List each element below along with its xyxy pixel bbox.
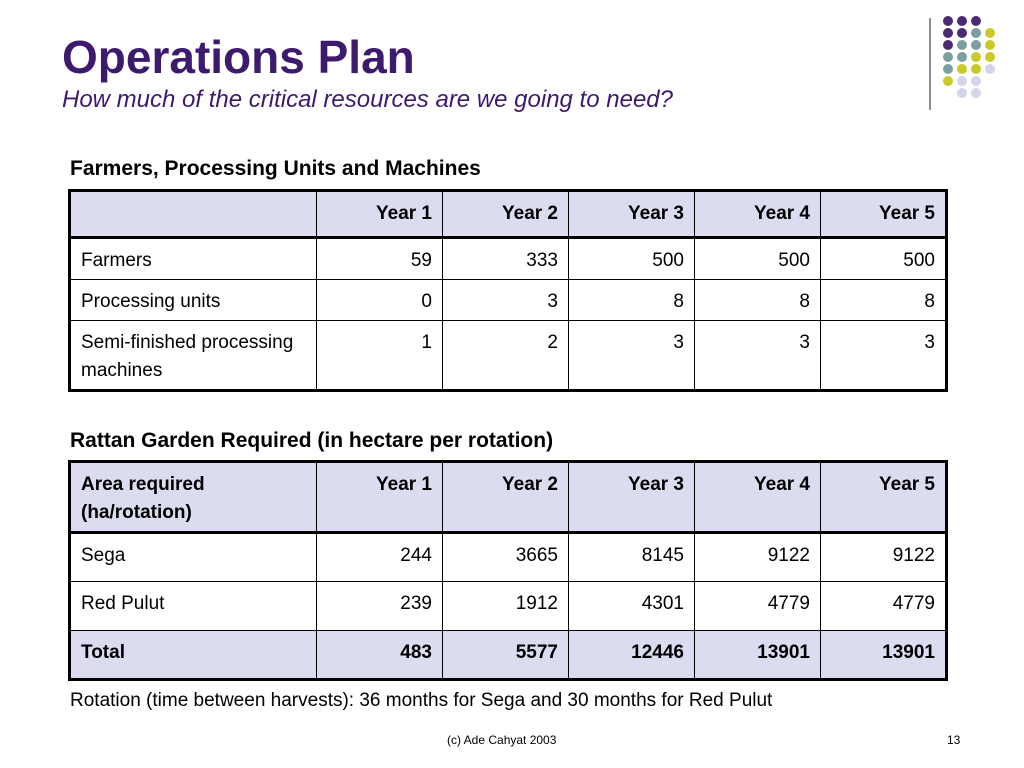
decor-dot	[971, 88, 981, 98]
table-cell: 3	[568, 320, 695, 391]
page-number: 13	[947, 733, 961, 747]
decor-dot	[957, 28, 967, 38]
table-cell: 13901	[694, 630, 821, 680]
table-cell: 239	[316, 581, 443, 631]
decor-dot	[985, 52, 995, 62]
table-row: Sega 244 3665 8145 9122 9122	[69, 532, 947, 582]
table-cell: 1912	[442, 581, 569, 631]
decor-dot	[943, 52, 953, 62]
slide-subtitle: How much of the critical resources are w…	[62, 86, 673, 113]
table-cell: 12446	[568, 630, 695, 680]
column-header: Year 5	[820, 190, 947, 239]
decor-dot	[943, 64, 953, 74]
table-cell: 2	[442, 320, 569, 391]
slide-title: Operations Plan	[62, 31, 415, 83]
column-header: Year 3	[568, 190, 695, 239]
decor-dot	[971, 28, 981, 38]
table-header-row: Area required (ha/rotation) Year 1 Year …	[69, 461, 947, 534]
table-row: Semi-finished processing machines 1 2 3 …	[69, 320, 947, 391]
table-cell: 8	[694, 279, 821, 321]
decor-dot	[957, 64, 967, 74]
table-cell: 9122	[820, 532, 947, 582]
table-cell: 244	[316, 532, 443, 582]
table-header-row: Year 1 Year 2 Year 3 Year 4 Year 5	[69, 190, 947, 239]
table-cell: 333	[442, 237, 569, 280]
decor-dot	[971, 52, 981, 62]
table-cell: 4779	[820, 581, 947, 631]
table-cell: 500	[820, 237, 947, 280]
table-cell: 9122	[694, 532, 821, 582]
decor-dot	[943, 16, 953, 26]
decor-dot	[985, 28, 995, 38]
column-header: Year 5	[820, 461, 947, 534]
decor-dot	[957, 88, 967, 98]
decor-dot	[971, 16, 981, 26]
table1-caption: Farmers, Processing Units and Machines	[70, 157, 481, 180]
column-header: Year 2	[442, 461, 569, 534]
decor-dot	[957, 76, 967, 86]
table-cell: 59	[316, 237, 443, 280]
row-label: Processing units	[69, 279, 317, 321]
column-header: Year 4	[694, 190, 821, 239]
table-cell: 13901	[820, 630, 947, 680]
table-cell: 4779	[694, 581, 821, 631]
title-divider-line	[929, 18, 931, 110]
table-row: Farmers 59 333 500 500 500	[69, 237, 947, 280]
table-cell: 500	[568, 237, 695, 280]
column-header: Year 2	[442, 190, 569, 239]
table-cell: 483	[316, 630, 443, 680]
table-cell: 4301	[568, 581, 695, 631]
decor-dot	[957, 16, 967, 26]
decor-dot	[957, 40, 967, 50]
decor-dot	[985, 40, 995, 50]
decor-dot	[971, 64, 981, 74]
table-cell: 1	[316, 320, 443, 391]
table-cell: 3665	[442, 532, 569, 582]
rotation-note: Rotation (time between harvests): 36 mon…	[70, 690, 773, 711]
row-label: Sega	[69, 532, 317, 582]
row-label: Total	[69, 630, 317, 680]
decor-dot	[985, 64, 995, 74]
footer-copyright: (c) Ade Cahyat 2003	[447, 733, 557, 747]
column-header: Year 1	[316, 461, 443, 534]
row-label: Semi-finished processing machines	[69, 320, 317, 391]
total-row: Total 483 5577 12446 13901 13901	[69, 630, 947, 680]
table-cell: 3	[820, 320, 947, 391]
decor-dot	[957, 52, 967, 62]
rattan-garden-table: Area required (ha/rotation) Year 1 Year …	[68, 460, 948, 681]
decor-dot	[943, 40, 953, 50]
row-label: Red Pulut	[69, 581, 317, 631]
column-header	[69, 190, 317, 239]
column-header: Year 1	[316, 190, 443, 239]
table-cell: 8	[568, 279, 695, 321]
table-row: Processing units 0 3 8 8 8	[69, 279, 947, 321]
table-cell: 8145	[568, 532, 695, 582]
table-cell: 3	[694, 320, 821, 391]
row-label: Farmers	[69, 237, 317, 280]
table-cell: 0	[316, 279, 443, 321]
table-cell: 5577	[442, 630, 569, 680]
table-row: Red Pulut 239 1912 4301 4779 4779	[69, 581, 947, 631]
column-header: Year 4	[694, 461, 821, 534]
decor-dot	[943, 76, 953, 86]
decor-dot	[971, 40, 981, 50]
table-cell: 500	[694, 237, 821, 280]
table-cell: 8	[820, 279, 947, 321]
column-header: Area required (ha/rotation)	[69, 461, 317, 534]
decor-dot	[943, 28, 953, 38]
table-cell: 3	[442, 279, 569, 321]
decor-dot	[971, 76, 981, 86]
table2-caption: Rattan Garden Required (in hectare per r…	[70, 429, 554, 452]
column-header: Year 3	[568, 461, 695, 534]
resources-table: Year 1 Year 2 Year 3 Year 4 Year 5 Farme…	[68, 189, 948, 392]
